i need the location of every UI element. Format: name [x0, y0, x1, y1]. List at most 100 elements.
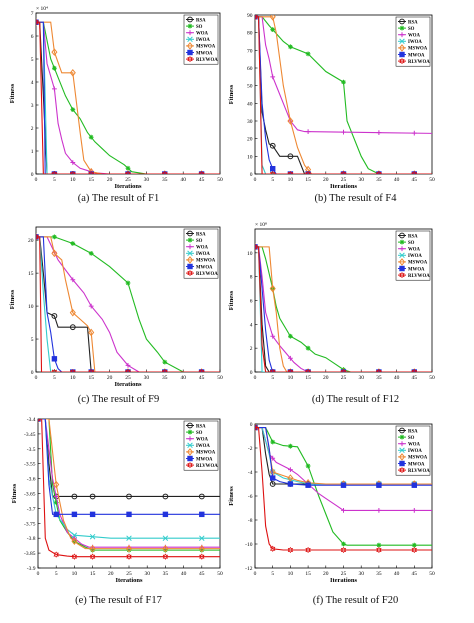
x-tick-label: 5: [55, 571, 58, 577]
legend-marker: [187, 16, 193, 23]
y-tick-label: 30: [247, 119, 253, 125]
series-line-rsa: [38, 419, 220, 498]
chart-panel-6: 0 5 10 15 20 25 30 35 40 45 50 0 -2 -4 -6 -8 -10 -12 Itera…: [228, 422, 435, 584]
data-point-woa: [305, 129, 311, 135]
data-point-iwoa: [162, 535, 169, 541]
x-tick-label: 10: [288, 375, 294, 381]
chart-panel-2: 0 5 10 15 20 25 30 35 40 45 50 0 10 20 30 40 50 60 70 80 90 I…: [228, 13, 435, 190]
series-so: [36, 234, 220, 372]
x-tick-label: 25: [341, 375, 347, 381]
legend-marker: [187, 237, 193, 243]
x-tick-label: 0: [37, 571, 40, 577]
data-point-so: [52, 65, 57, 71]
x-tick-label: 35: [163, 571, 169, 577]
legend-marker: [399, 246, 405, 252]
y-tick-label: 50: [247, 84, 253, 90]
data-point-rlvwoa: [255, 243, 258, 251]
series-line-rlvwoa: [38, 419, 220, 558]
x-tick-label: 50: [217, 177, 223, 183]
series-rlvwoa: [255, 243, 432, 372]
data-point-rsa: [269, 481, 276, 487]
data-point-woa: [270, 74, 276, 80]
data-point-so: [125, 280, 131, 286]
legend-marker: [399, 38, 405, 45]
legend-label: IWOA: [408, 449, 422, 454]
y-tick-label: 0: [31, 172, 34, 178]
data-point-rlvwoa: [287, 368, 294, 372]
x-tick-label: 5: [271, 177, 274, 183]
series-rlvwoa: [36, 18, 220, 174]
x-tick-label: 30: [144, 375, 150, 381]
y-axis-label: Fitness: [228, 290, 235, 310]
y-axis-label: Fitness: [9, 83, 16, 103]
data-point-rsa: [269, 142, 276, 149]
legend-marker: [187, 36, 193, 43]
data-point-rlvwoa: [269, 368, 276, 372]
data-point-so: [288, 44, 293, 50]
legend-label: RSA: [408, 429, 418, 434]
series-mswoa: [38, 419, 220, 553]
y-tick-label: 2: [250, 346, 253, 352]
x-tick-label: 25: [341, 177, 347, 183]
y-tick-label: -3.8: [27, 536, 36, 542]
series-line-rsa: [36, 236, 220, 372]
legend-label: WOA: [196, 246, 209, 251]
data-point-iwoa: [71, 532, 78, 538]
chart-panel-3: 0 5 10 15 20 25 30 35 40 45 5005101520IterationsFi…: [9, 226, 223, 388]
legend-marker: [399, 51, 405, 58]
x-tick-label: 30: [358, 177, 364, 183]
x-tick-label: 15: [305, 375, 311, 381]
y-tick-label: 8: [250, 275, 253, 281]
data-point-so: [52, 234, 57, 240]
x-tick-label: 45: [199, 375, 205, 381]
x-axis-label: Iterations: [114, 183, 142, 190]
legend-label: WOA: [196, 438, 209, 443]
data-point-rsa: [71, 493, 78, 500]
data-point-rlvwoa: [340, 546, 347, 554]
y-axis-label: Fitness: [228, 486, 235, 506]
legend-label: MWOA: [196, 51, 213, 56]
x-tick-label: 20: [107, 375, 113, 381]
y-tick-label: -6: [248, 494, 253, 500]
series-line-woa: [36, 236, 220, 372]
data-point-rlvwoa: [70, 368, 76, 372]
series-line-mwoa: [38, 419, 220, 515]
data-point-rlvwoa: [53, 551, 59, 558]
x-tick-label: 20: [107, 177, 113, 183]
data-point-so: [341, 541, 346, 547]
x-tick-label: 50: [217, 571, 223, 577]
data-point-rsa: [89, 493, 96, 500]
legend-marker: [187, 30, 193, 36]
data-point-so: [270, 27, 276, 32]
x-tick-label: 0: [254, 375, 257, 381]
data-point-rsa: [287, 153, 294, 160]
data-point-mswoa: [269, 284, 276, 293]
data-point-woa: [53, 494, 59, 499]
series-line-mwoa: [255, 427, 432, 486]
y-tick-label: -3.55: [24, 462, 36, 468]
data-point-rlvwoa: [88, 170, 94, 174]
x-tick-label: 30: [144, 571, 150, 577]
data-point-mswoa: [51, 249, 58, 258]
legend-label: RLVWOA: [196, 58, 218, 63]
x-tick-label: 0: [35, 177, 38, 183]
data-point-rlvwoa: [71, 553, 78, 561]
data-point-so: [305, 51, 311, 57]
legend-marker: [399, 265, 405, 272]
y-tick-label: 40: [247, 101, 253, 107]
data-point-rlvwoa: [125, 368, 131, 372]
x-tick-label: 5: [53, 375, 56, 381]
y-tick-label: 0: [250, 370, 253, 376]
legend-marker: [187, 263, 193, 270]
y-tick-label: -3.5: [27, 447, 36, 453]
series-line-rlvwoa: [255, 16, 432, 174]
legend-label: RLVWOA: [408, 60, 430, 65]
legend-marker: [399, 441, 405, 447]
legend-label: IWOA: [408, 254, 422, 259]
y-exponent-label: × 10⁸: [255, 222, 267, 228]
data-point-so: [341, 79, 346, 85]
chart-panel-5: 0 5 10 15 20 25 30 35 40 45 50 -3.4 -3.45 -3.5 -3.55 -3…: [11, 417, 223, 584]
